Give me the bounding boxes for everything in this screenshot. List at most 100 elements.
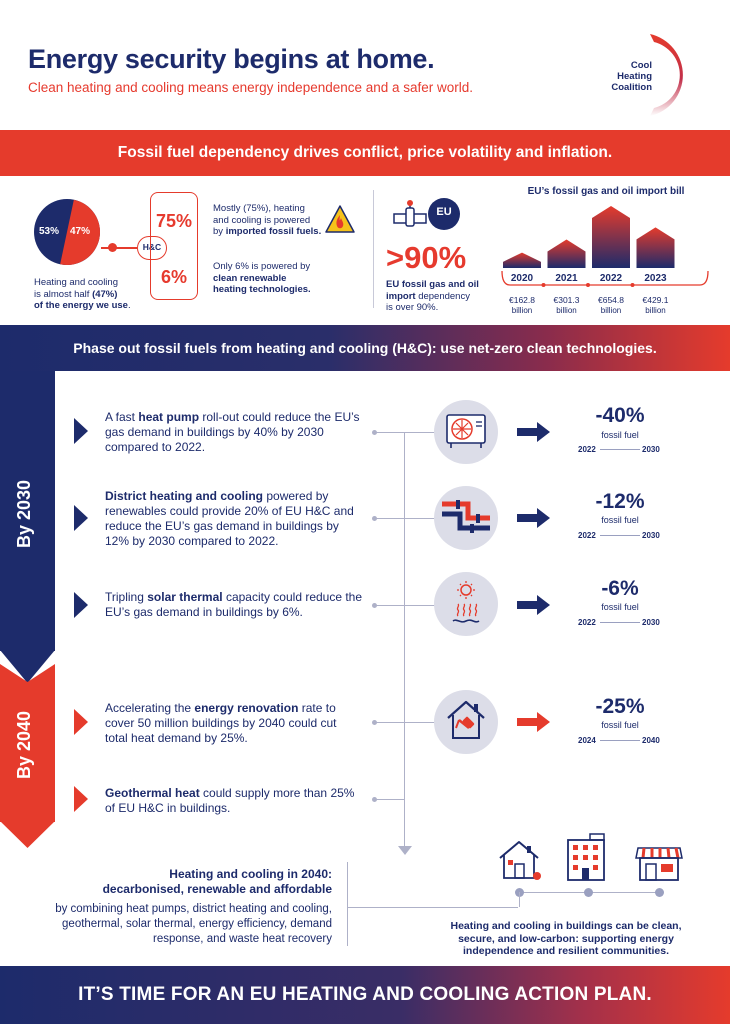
conclusion-connector: [348, 907, 518, 908]
timeline-dot: [372, 797, 377, 802]
by-2040-band: [0, 682, 55, 822]
banner-fossil-dependency: Fossil fuel dependency drives conflict, …: [0, 130, 730, 176]
timeline-spine: [404, 432, 405, 850]
arrow-right-icon: [517, 712, 550, 732]
import-bill-amount: €162.8: [509, 295, 535, 305]
result-pct-district-heating: -12%: [595, 490, 645, 513]
bullet-triangle: [74, 786, 88, 812]
import-bill-unit: billion: [601, 306, 621, 315]
statement-district-heating: District heating and cooling powered by …: [105, 489, 354, 548]
year-range-line: [600, 535, 640, 536]
by-2030-chevron: [0, 650, 55, 683]
statement-heat-pump: A fast heat pump roll-out could reduce t…: [105, 410, 360, 454]
timeline-dot: [372, 430, 377, 435]
by-2030-band: [0, 371, 55, 651]
timeline-dot: [372, 720, 377, 725]
year-to: 2030: [642, 445, 660, 454]
bullet-triangle: [74, 709, 88, 735]
import-bill-amount: €429.1: [643, 295, 669, 305]
timeline-branch: [405, 605, 435, 606]
pie-label-53: 53%: [39, 226, 60, 237]
page-title: Energy security begins at home.: [28, 44, 435, 74]
result-unit: fossil fuel: [601, 602, 639, 612]
hc-bracket: [150, 192, 198, 300]
year-range-line: [600, 622, 640, 623]
timeline-branch: [375, 432, 405, 433]
import-bill-timeline-dot: [630, 283, 635, 287]
by-2040-chevron: [0, 821, 55, 848]
pie-connector: [101, 247, 137, 249]
heat-pump-icon: [446, 414, 486, 448]
conclusion-divider: [347, 862, 348, 946]
arrow-right-icon: [517, 422, 550, 442]
result-unit: fossil fuel: [601, 515, 639, 525]
timeline-branch: [405, 722, 435, 723]
import-bill-year: 2020: [511, 273, 534, 284]
flame-warning-icon: [325, 205, 355, 233]
import-bill-unit: billion: [512, 306, 532, 315]
solar-thermal-icon: [452, 581, 480, 623]
timeline-branch: [375, 605, 405, 606]
result-pct-heat-pump: -40%: [595, 404, 645, 427]
buildings-connector: [519, 892, 520, 907]
arrow-right-icon: [517, 595, 550, 615]
import-bill-chart: 2020€162.8billion2021€301.3billion2022€6…: [501, 206, 709, 315]
import-bill-year: 2022: [600, 273, 623, 284]
import-bill-year: 2021: [555, 273, 578, 284]
page-subtitle: Clean heating and cooling means energy i…: [28, 80, 474, 95]
banner-phase-out: Phase out fossil fuels from heating and …: [0, 325, 730, 371]
year-from: 2022: [578, 445, 596, 454]
timeline-branch: [375, 722, 405, 723]
result-pct-solar-thermal: -6%: [601, 577, 639, 600]
import-bill-title: EU’s fossil gas and oil import bill: [527, 186, 685, 197]
timeline-branch: [375, 518, 405, 519]
import-bill-unit: billion: [556, 306, 576, 315]
house-renovation-icon: [447, 700, 485, 739]
pct-fossil: 75%: [155, 211, 193, 231]
import-bill-timeline: [501, 270, 709, 286]
import-bill-timeline-dot: [541, 283, 546, 287]
timeline-dot: [372, 516, 377, 521]
building-dot: [655, 888, 664, 897]
year-to: 2030: [642, 618, 660, 627]
bullet-triangle: [74, 505, 88, 531]
result-unit: fossil fuel: [601, 430, 639, 440]
banner-action-plan: IT’S TIME FOR AN EU HEATING AND COOLING …: [0, 966, 730, 1024]
eu-badge-label: EU: [436, 206, 452, 218]
year-from: 2024: [578, 736, 596, 745]
timeline-branch: [375, 799, 405, 800]
arrow-right-icon: [517, 508, 550, 528]
shop-icon: [635, 847, 683, 881]
import-bill-bar: [547, 239, 586, 268]
by-2040-notch: [0, 664, 55, 684]
logo-arc-icon: [650, 34, 683, 116]
import-bill-timeline-dot: [586, 283, 590, 287]
import-bill-amount: €654.8: [598, 295, 624, 305]
conclusion-body: by combining heat pumps, district heatin…: [55, 903, 332, 945]
timeline-branch: [405, 432, 435, 433]
year-to: 2030: [642, 531, 660, 540]
year-range-line: [600, 740, 640, 741]
pie-label-47: 47%: [70, 226, 91, 237]
year-to: 2040: [642, 736, 660, 745]
timeline-branch: [405, 518, 435, 519]
fossil-text: Mostly (75%), heating and cooling is pow…: [213, 203, 322, 237]
year-from: 2022: [578, 531, 596, 540]
statement-geothermal: Geothermal heat could supply more than 2…: [105, 786, 355, 815]
import-bill-bar: [592, 206, 630, 268]
conclusion-heading: Heating and cooling in 2040: decarbonise…: [102, 867, 332, 896]
apartment-building-icon: [567, 833, 605, 881]
import-bill-year: 2023: [644, 273, 667, 284]
pct-clean: 6%: [160, 267, 187, 287]
result-pct-renovation: -25%: [595, 695, 645, 718]
by-2040-label: By 2040: [14, 710, 34, 779]
by-2030-label: By 2030: [14, 479, 34, 548]
timeline-arrow-icon: [398, 846, 412, 855]
year-range-line: [600, 449, 640, 450]
building-dot: [584, 888, 593, 897]
result-unit: fossil fuel: [601, 720, 639, 730]
import-bill-unit: billion: [645, 306, 665, 315]
eu-flag-icon: [428, 198, 460, 230]
import-bill-bar: [636, 227, 675, 268]
bullet-triangle: [74, 418, 88, 444]
